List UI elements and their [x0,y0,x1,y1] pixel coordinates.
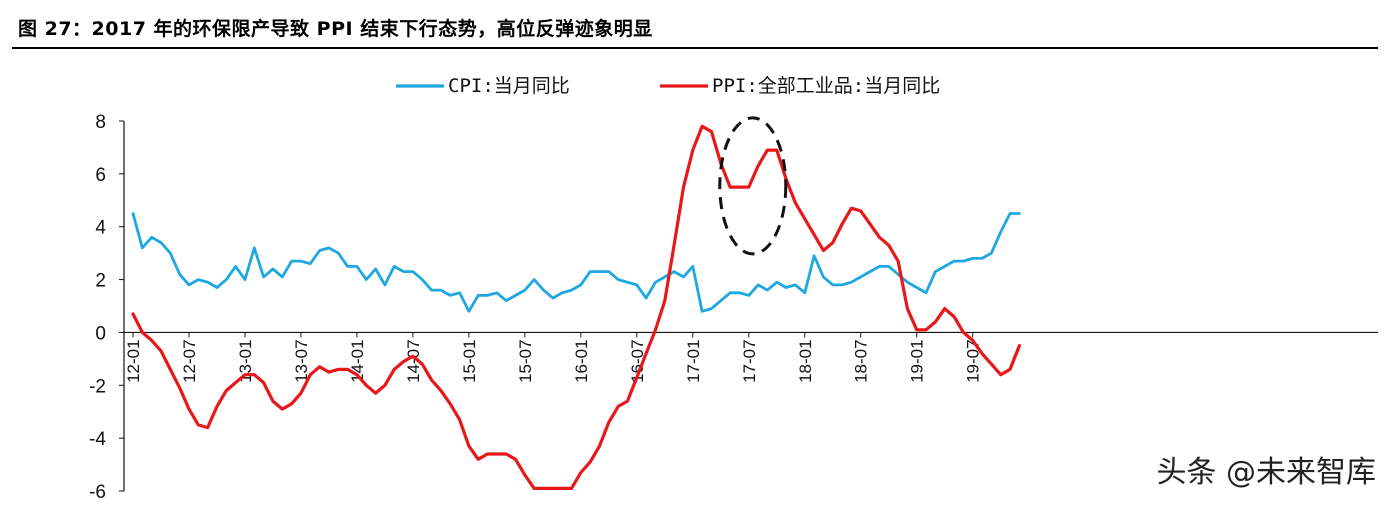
y-tick-label: -4 [89,429,106,450]
legend-label: CPI:当月同比 [448,75,570,97]
x-tick-label: 18-01 [796,339,815,382]
watermark: 头条 @未来智库 [1156,455,1376,490]
legend-label: PPI:全部工业品:当月同比 [712,75,940,97]
x-tick-label: 19-07 [964,339,983,382]
x-tick-label: 17-07 [740,339,759,382]
x-tick-label: 15-07 [516,339,535,382]
y-tick-label: -2 [89,376,106,397]
x-tick-label: 13-07 [292,339,311,382]
y-tick-label: 2 [95,271,106,292]
x-tick-label: 13-01 [236,339,255,382]
x-tick-label: 16-07 [628,339,647,382]
figure-title: 图 27：2017 年的环保限产导致 PPI 结束下行态势，高位反弹迹象明显 [18,18,653,40]
cpi-series-line [131,212,1021,313]
x-tick-label: 12-07 [180,339,199,382]
x-tick-label: 12-01 [124,339,143,382]
x-tick-label: 19-01 [908,339,927,382]
title-underline [12,47,1378,49]
y-tick-label: -6 [89,482,106,503]
x-tick-label: 18-07 [852,339,871,382]
annotation-ellipse [718,116,788,256]
y-tick-label: 0 [95,323,106,344]
x-tick-label: 17-01 [684,339,703,382]
y-tick-label: 4 [95,218,106,239]
y-tick-label: 8 [95,112,106,133]
y-tick-label: 6 [95,165,106,186]
x-tick-label: 15-01 [460,339,479,382]
x-tick-label: 14-07 [404,339,423,382]
ppi-series-line [131,124,1022,490]
x-tick-label: 16-01 [572,339,591,382]
